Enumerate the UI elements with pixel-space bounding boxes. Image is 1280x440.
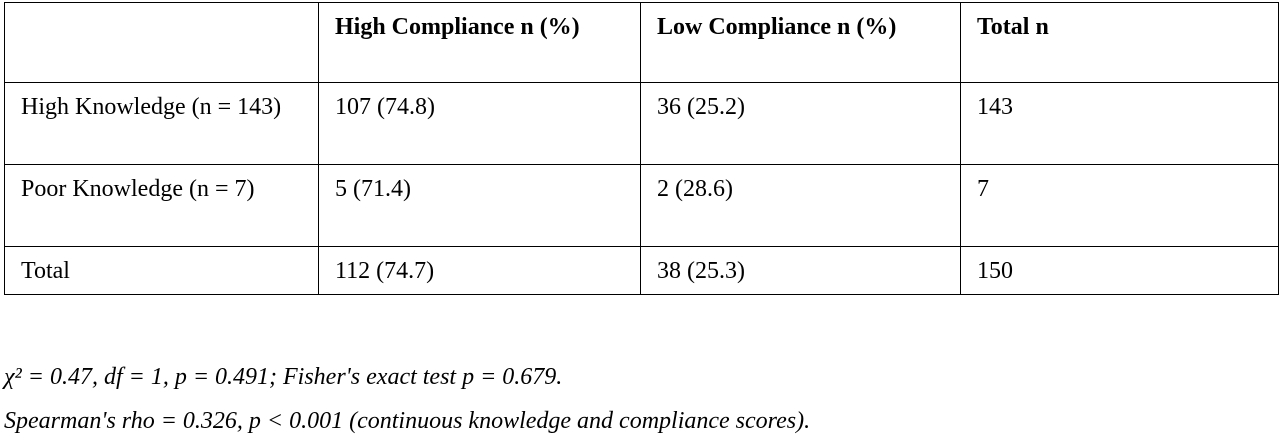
table-cell: 112 (74.7) [318, 246, 641, 295]
table-cell: 38 (25.3) [640, 246, 961, 295]
table-cell: 150 [960, 246, 1279, 295]
data-table: High Compliance n (%) Low Compliance n (… [4, 2, 1279, 295]
table-row: Total 112 (74.7) 38 (25.3) 150 [4, 246, 1279, 295]
header-cell: High Compliance n (%) [318, 2, 641, 83]
header-row: High Compliance n (%) Low Compliance n (… [4, 2, 1279, 83]
table-cell: 36 (25.2) [640, 82, 961, 165]
row-label: Total [4, 246, 319, 295]
table-cell: 107 (74.8) [318, 82, 641, 165]
table-row: Poor Knowledge (n = 7) 5 (71.4) 2 (28.6) 7 [4, 164, 1279, 247]
row-label: High Knowledge (n = 143) [4, 82, 319, 165]
note: χ² = 0.47, df = 1, p = 0.491; Fisher's e… [4, 364, 563, 390]
header-cell: Total n [960, 2, 1279, 83]
table-cell: 7 [960, 164, 1279, 247]
note: Spearman's rho = 0.326, p < 0.001 (conti… [4, 408, 811, 434]
corner-cell [4, 2, 319, 83]
header-cell: Low Compliance n (%) [640, 2, 961, 83]
table-cell: 2 (28.6) [640, 164, 961, 247]
table-cell: 5 (71.4) [318, 164, 641, 247]
row-label: Poor Knowledge (n = 7) [4, 164, 319, 247]
table-row: High Knowledge (n = 143) 107 (74.8) 36 (25… [4, 82, 1279, 165]
table-cell: 143 [960, 82, 1279, 165]
